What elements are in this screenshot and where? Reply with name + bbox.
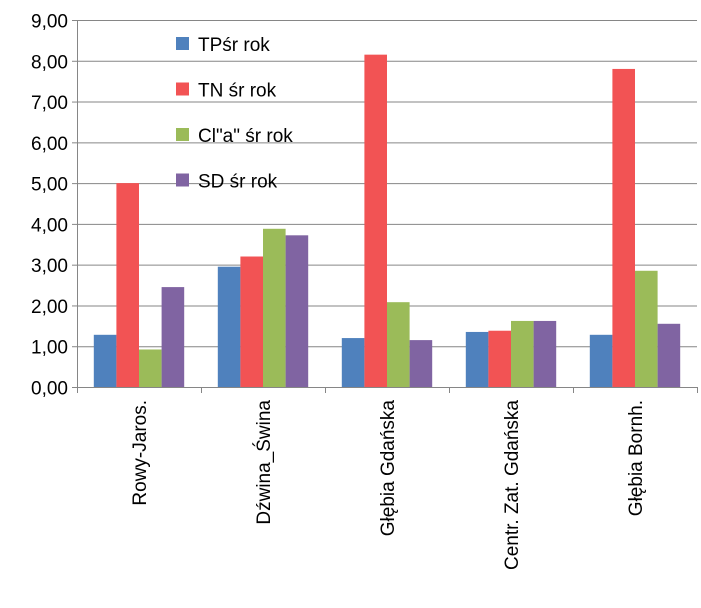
legend-label: TN śr rok bbox=[198, 81, 277, 102]
bar bbox=[161, 287, 185, 387]
y-tick-labels: 0,00 1,00 2,00 3,00 4,00 5,00 6,00 7,00 8,00 9,00 bbox=[31, 12, 68, 400]
y-tick-label: 4,00 bbox=[31, 215, 68, 236]
bar bbox=[657, 323, 681, 387]
legend-swatch bbox=[176, 82, 189, 96]
bar bbox=[387, 302, 410, 387]
bar bbox=[635, 270, 658, 387]
bar bbox=[511, 320, 534, 387]
category-label: Centr. Zat. Gdańska bbox=[502, 400, 523, 570]
bar bbox=[341, 338, 365, 387]
category-label: Rowy-Jaros. bbox=[130, 400, 151, 506]
legend-label: TPśr rok bbox=[198, 35, 270, 56]
y-tick-label: 5,00 bbox=[31, 175, 68, 196]
y-tick-label: 2,00 bbox=[31, 297, 68, 318]
bar bbox=[285, 235, 309, 387]
legend-swatch bbox=[176, 37, 189, 50]
y-tick-label: 9,00 bbox=[31, 12, 68, 33]
bar bbox=[465, 331, 489, 387]
y-tick-label: 8,00 bbox=[31, 52, 68, 73]
bar bbox=[589, 334, 613, 387]
bar bbox=[488, 330, 511, 387]
legend-label: Cl"a" śr rok bbox=[198, 126, 293, 147]
y-tick-label: 1,00 bbox=[31, 338, 68, 359]
category-labels: Rowy-Jaros. Dźwina_Świna Głębia Gdańska Cen… bbox=[130, 400, 647, 570]
legend-label: SD śr rok bbox=[198, 172, 278, 193]
category-label: Dźwina_Świna bbox=[253, 400, 275, 525]
bar bbox=[116, 183, 139, 387]
legend-swatch bbox=[176, 128, 189, 141]
legend-swatch bbox=[176, 173, 189, 187]
bar bbox=[217, 266, 241, 387]
axes bbox=[72, 20, 698, 393]
bar bbox=[263, 228, 286, 387]
bar bbox=[409, 340, 433, 387]
y-tick-label: 6,00 bbox=[31, 134, 68, 155]
y-tick-label: 3,00 bbox=[31, 256, 68, 277]
category-label: Głębia Bornh. bbox=[626, 400, 647, 516]
bar bbox=[240, 256, 263, 387]
bars bbox=[93, 54, 681, 388]
category-label: Głębia Gdańska bbox=[378, 400, 399, 537]
bar bbox=[364, 54, 387, 388]
bar bbox=[533, 320, 557, 387]
bar bbox=[139, 349, 162, 387]
y-tick-label: 0,00 bbox=[31, 379, 68, 400]
y-tick-label: 7,00 bbox=[31, 93, 68, 114]
bar bbox=[93, 334, 117, 387]
bar bbox=[612, 68, 635, 387]
legend: TPśr rok TN śr rok Cl"a" śr rok SD śr rok bbox=[176, 35, 293, 193]
